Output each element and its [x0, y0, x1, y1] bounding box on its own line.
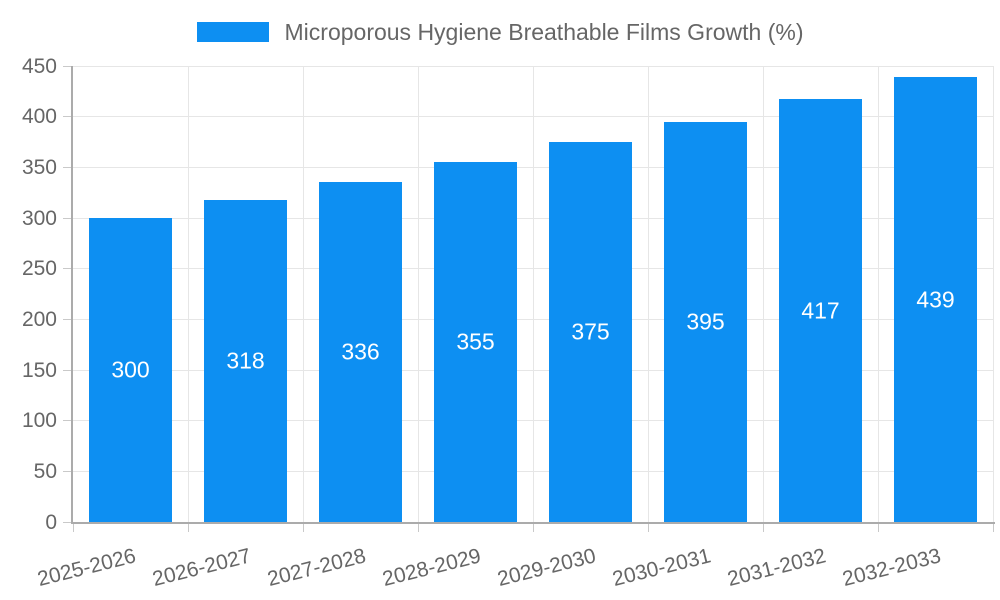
y-tick-mark [63, 268, 71, 270]
y-tick-mark [63, 521, 71, 523]
y-tick-mark [63, 217, 71, 219]
y-tick-mark [63, 65, 71, 67]
y-tick-label: 50 [33, 459, 57, 483]
legend-label: Microporous Hygiene Breathable Films Gro… [284, 18, 804, 45]
bar[interactable]: 439 [894, 77, 977, 522]
y-tick-mark [63, 166, 71, 168]
bar[interactable]: 417 [779, 99, 862, 522]
x-tick-mark [647, 524, 649, 532]
y-tick-mark [63, 116, 71, 118]
bar-value-label: 355 [456, 328, 495, 355]
y-tick-label: 400 [21, 105, 57, 129]
y-tick-label: 0 [45, 510, 57, 534]
bar[interactable]: 355 [434, 162, 517, 522]
bar[interactable]: 336 [319, 181, 402, 522]
x-tick-mark [532, 524, 534, 532]
y-axis-line [71, 66, 73, 524]
x-axis-line [71, 522, 995, 524]
v-gridline [187, 66, 189, 522]
y-tick-label: 250 [21, 257, 57, 281]
legend[interactable]: Microporous Hygiene Breathable Films Gro… [0, 12, 1000, 52]
y-tick-mark [63, 470, 71, 472]
y-tick-label: 100 [21, 409, 57, 433]
y-tick-label: 150 [21, 358, 57, 382]
legend-swatch [196, 22, 269, 42]
bar-value-label: 300 [111, 356, 150, 383]
x-tick-mark [187, 524, 189, 532]
x-category-label: 2032-2033 [840, 544, 944, 591]
v-gridline [762, 66, 764, 522]
bar-value-label: 318 [226, 347, 265, 374]
v-gridline [417, 66, 419, 522]
bar-value-label: 395 [686, 308, 725, 335]
x-category-label: 2025-2026 [35, 544, 139, 591]
y-tick-label: 300 [21, 206, 57, 230]
bar[interactable]: 375 [549, 142, 632, 522]
bar-value-label: 336 [341, 338, 380, 365]
y-tick-label: 200 [21, 307, 57, 331]
x-tick-mark [992, 524, 994, 532]
v-gridline [647, 66, 649, 522]
y-tick-label: 450 [21, 54, 57, 78]
v-gridline [532, 66, 534, 522]
x-category-label: 2030-2031 [610, 544, 714, 591]
x-tick-mark [762, 524, 764, 532]
bar[interactable]: 300 [89, 218, 172, 522]
bar-value-label: 417 [801, 297, 840, 324]
x-category-label: 2027-2028 [265, 544, 369, 591]
bar-value-label: 375 [571, 318, 610, 345]
x-category-label: 2031-2032 [725, 544, 829, 591]
x-tick-mark [302, 524, 304, 532]
v-gridline [302, 66, 304, 522]
y-tick-mark [63, 318, 71, 320]
x-tick-mark [877, 524, 879, 532]
x-category-label: 2028-2029 [380, 544, 484, 591]
bar[interactable]: 395 [664, 121, 747, 522]
x-category-label: 2026-2027 [150, 544, 254, 591]
bar-value-label: 439 [916, 286, 955, 313]
v-gridline [992, 66, 994, 522]
y-tick-mark [63, 420, 71, 422]
bar[interactable]: 318 [204, 199, 287, 522]
x-category-label: 2029-2030 [495, 544, 599, 591]
y-tick-mark [63, 369, 71, 371]
y-tick-label: 350 [21, 155, 57, 179]
v-gridline [877, 66, 879, 522]
x-tick-mark [72, 524, 74, 532]
plot-area: 0 50 100 150 200 250 300 350 400 450 300 318 336 355 3… [22, 56, 995, 591]
x-tick-mark [417, 524, 419, 532]
